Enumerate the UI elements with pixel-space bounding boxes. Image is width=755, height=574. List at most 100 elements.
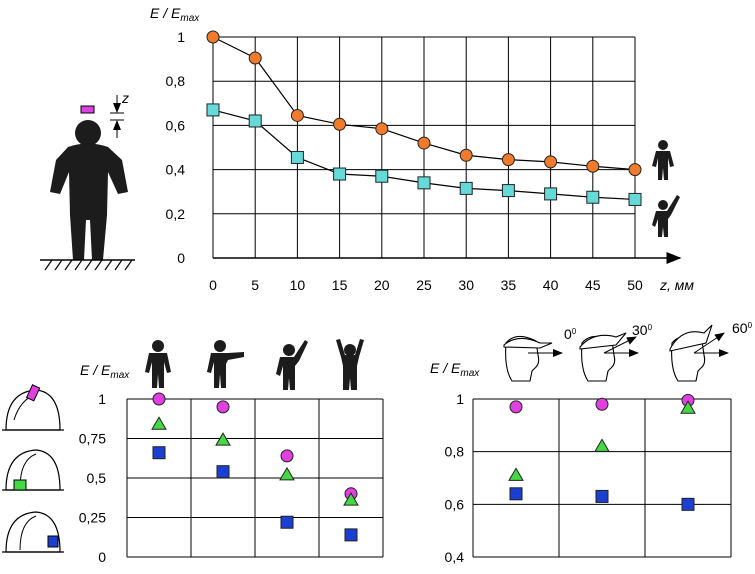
top-series-0-point xyxy=(586,159,600,173)
tilt-y-axis-label: E / Emax xyxy=(430,360,480,379)
posture-series-1-point xyxy=(151,416,167,430)
posture-series-0-point xyxy=(216,400,230,414)
top-series-1-point xyxy=(417,176,431,190)
angle-label-0: 0 xyxy=(564,326,572,342)
top-series-1-point xyxy=(333,167,347,181)
tilt-y-tick-label: 0,6 xyxy=(445,496,465,512)
angle-label-60: 60 xyxy=(732,320,748,336)
top-x-tick-label: 30 xyxy=(458,277,474,293)
standing-person-icon xyxy=(145,340,171,388)
top-x-tick-label: 25 xyxy=(416,277,432,293)
top-chart-tick-labels: 0 5 10 15 20 25 30 35 40 45 50 0 0,2 0,4 0,6 0,8 1 xyxy=(166,29,643,293)
top-series-0-point xyxy=(375,122,389,136)
posture-series-2-point xyxy=(280,515,294,529)
svg-text:600: 600 xyxy=(732,320,753,336)
standing-person-icon: z xyxy=(50,90,129,260)
top-series-1-point xyxy=(501,184,515,198)
ground-hatch-icon xyxy=(40,259,135,271)
top-series-0-point xyxy=(248,51,262,65)
tilt-y-tick-label: 0,4 xyxy=(445,549,465,565)
top-series-1-point xyxy=(375,169,389,183)
arm-forward-person-icon xyxy=(207,340,244,388)
tilt-chart-tick-labels: 0,4 0,6 0,8 1 xyxy=(445,391,465,565)
top-series-1-point xyxy=(459,181,473,195)
posture-chart-series xyxy=(151,392,359,542)
top-series-0-point xyxy=(290,108,304,122)
tilt-chart-series xyxy=(508,393,696,511)
top-x-tick-label: 5 xyxy=(251,277,259,293)
head-tilt-0-icon: 00 xyxy=(503,326,577,382)
helmet-side-sensor-icon xyxy=(2,449,64,491)
top-y-tick-label: 0,4 xyxy=(166,162,186,178)
top-line-chart: 0 5 10 15 20 25 30 35 40 45 50 0 0,2 0,4 0,6 0,8 1 E / E… xyxy=(40,5,694,293)
top-y-tick-label: 0 xyxy=(177,250,185,266)
posture-series-1-point xyxy=(215,432,231,446)
top-series-0-point xyxy=(628,163,642,177)
top-series-0-point xyxy=(544,155,558,169)
top-y-tick-label: 0,2 xyxy=(166,206,186,222)
both-arms-raised-person-icon xyxy=(336,339,364,390)
top-series-1-point xyxy=(248,114,262,128)
posture-series-2-point xyxy=(344,528,358,542)
posture-series-0-point xyxy=(152,392,166,406)
posture-y-tick-label: 0,75 xyxy=(79,431,106,447)
top-x-tick-label: 35 xyxy=(501,277,517,293)
top-series-0-point xyxy=(206,30,220,44)
top-series-0-point xyxy=(417,136,431,150)
posture-series-1-point xyxy=(279,466,295,481)
top-x-tick-label: 15 xyxy=(332,277,348,293)
top-x-axis-label: z, мм xyxy=(659,277,694,293)
tilt-series-0-point xyxy=(595,397,609,411)
tilt-series-2-point xyxy=(509,487,523,501)
posture-series-2-point xyxy=(152,446,166,460)
posture-y-tick-label: 0,5 xyxy=(87,470,107,486)
posture-chart-tick-labels: 0 0,25 0,5 0,75 1 xyxy=(79,391,106,565)
tilt-angle-scatter-chart: 0,40,60,81 E / Emax 00 300 xyxy=(430,320,753,565)
posture-series-1-point xyxy=(343,492,359,506)
posture-scatter-chart: 0 0,25 0,5 0,75 1 E / Emax xyxy=(2,339,384,565)
top-y-tick-label: 1 xyxy=(177,29,185,45)
posture-chart-grid xyxy=(126,398,384,558)
svg-text:300: 300 xyxy=(632,322,653,338)
tilt-y-tick-label: 0,8 xyxy=(445,444,465,460)
top-x-tick-label: 40 xyxy=(543,277,559,293)
helmet-top-sensor-icon xyxy=(2,384,64,431)
tilt-series-2-point xyxy=(595,489,609,503)
top-series-1-point xyxy=(544,187,558,201)
posture-y-axis-label: E / Emax xyxy=(80,362,130,381)
posture-series-0-point xyxy=(280,449,294,463)
svg-text:00: 00 xyxy=(564,326,577,342)
top-series-0-point xyxy=(333,117,347,131)
raised-arm-person-icon xyxy=(276,340,308,390)
top-chart-series xyxy=(206,30,642,206)
posture-series-2-point xyxy=(216,465,230,479)
top-series-1-point xyxy=(290,150,304,164)
standing-person-icon xyxy=(652,140,674,180)
top-y-axis-label: E / Emax xyxy=(150,5,200,24)
top-x-tick-label: 50 xyxy=(627,277,643,293)
top-series-1-point xyxy=(206,103,220,117)
top-x-tick-label: 20 xyxy=(374,277,390,293)
top-x-tick-label: 10 xyxy=(290,277,306,293)
top-y-tick-label: 0,8 xyxy=(166,73,186,89)
tilt-series-2-point xyxy=(681,497,695,511)
tilt-series-1-point xyxy=(594,438,610,452)
top-series-1-point xyxy=(586,190,600,204)
angle-label-30: 30 xyxy=(632,322,648,338)
z-annotation: z xyxy=(121,90,129,106)
tilt-series-1-point xyxy=(680,400,696,414)
tilt-series-0-point xyxy=(509,400,523,414)
top-series-0-point xyxy=(501,153,515,167)
top-series-1-point xyxy=(628,192,642,206)
helmet-back-sensor-icon xyxy=(2,511,64,553)
posture-y-tick-label: 0 xyxy=(98,549,106,565)
top-series-0-point xyxy=(459,148,473,162)
tilt-series-1-point xyxy=(508,467,524,481)
raised-arm-person-icon xyxy=(652,195,680,237)
tilt-y-tick-label: 1 xyxy=(456,391,464,407)
top-x-tick-label: 45 xyxy=(585,277,601,293)
top-x-tick-label: 0 xyxy=(209,277,217,293)
head-tilt-60-icon: 600 xyxy=(669,320,753,382)
posture-y-tick-label: 0,25 xyxy=(79,510,106,526)
